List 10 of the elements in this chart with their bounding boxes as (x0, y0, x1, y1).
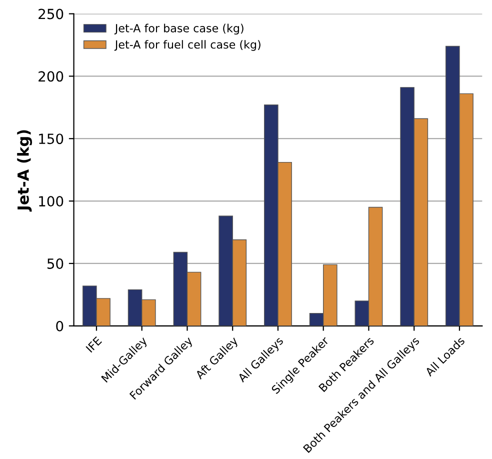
x-tick-label: IFE (86, 336, 102, 353)
y-tick-label: 50 (47, 258, 64, 269)
legend-label: Jet-A for base case (kg) (114, 24, 244, 35)
y-tick-label: 100 (39, 196, 64, 207)
y-tick-label: 250 (38, 8, 64, 20)
y-tick-label: 0 (56, 320, 64, 332)
y-tick-label: 200 (38, 71, 64, 82)
y-axis-title: Jet-A (kg) (17, 130, 32, 212)
legend-label: Jet-A for fuel cell case (kg) (114, 40, 260, 51)
y-tick-label: 150 (39, 134, 64, 144)
